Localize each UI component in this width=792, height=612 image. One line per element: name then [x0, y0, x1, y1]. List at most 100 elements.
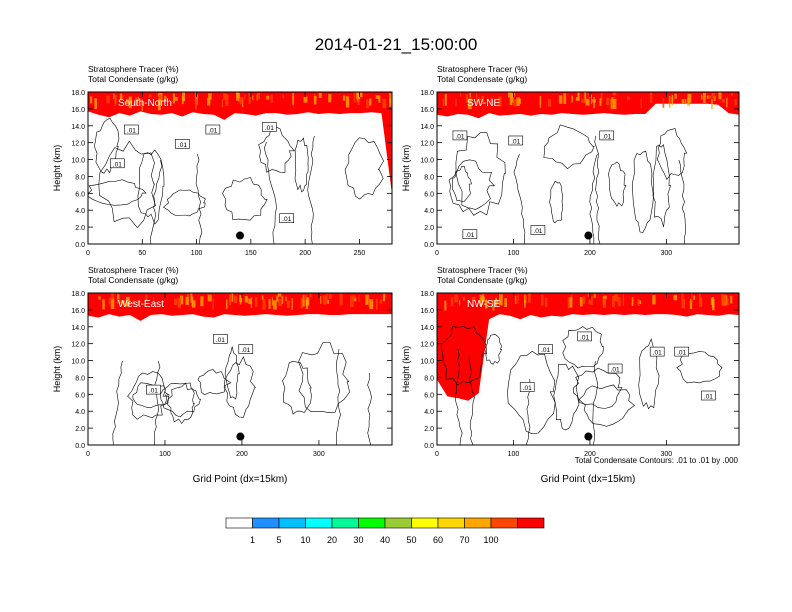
condensate-contour	[562, 326, 604, 369]
tracer-streak	[481, 294, 485, 299]
tracer-streak	[300, 297, 304, 309]
condensate-contour	[549, 181, 563, 224]
tracer-streak	[467, 98, 472, 110]
tracer-streak	[266, 95, 270, 100]
tracer-streak	[223, 93, 227, 101]
tracer-streak	[681, 99, 685, 104]
tracer-streak	[148, 94, 152, 98]
condensate-contour	[578, 384, 636, 427]
contour-label-box	[110, 158, 125, 169]
contour-label-box	[175, 139, 190, 149]
y-tick-label: 6.0	[424, 191, 434, 198]
y-tick-label: 14.0	[71, 325, 85, 332]
tracer-streak	[718, 92, 722, 100]
tracer-streak	[239, 97, 244, 105]
contour-label-box	[238, 344, 254, 354]
tracer-streak	[375, 298, 378, 310]
tracer-streak	[662, 98, 665, 108]
tracer-streak	[177, 297, 181, 309]
tracer-streak	[173, 298, 178, 305]
tracer-streak	[144, 294, 148, 302]
tracer-streak	[516, 97, 520, 107]
tracer-streak	[108, 297, 111, 305]
y-tick-label: 12.0	[420, 342, 434, 349]
y-tick-label: 18.0	[71, 90, 85, 97]
tracer-streak	[359, 92, 363, 98]
tracer-streak	[137, 299, 140, 306]
condensate-column	[592, 360, 599, 445]
tracer-streak	[366, 99, 369, 109]
condensate-contour	[652, 144, 672, 228]
colorbar-swatch	[278, 517, 306, 529]
panel-title-line2: Total Condensate (g/kg)	[88, 275, 178, 285]
tracer-streak	[631, 297, 634, 307]
condensate-column	[336, 348, 341, 445]
panel-label: South-North	[118, 98, 172, 109]
condensate-contour	[553, 363, 580, 431]
y-tick-label: 0.0	[75, 242, 85, 249]
contour-note: Total Condensate Contours: .01 to .01 by…	[575, 456, 739, 465]
tracer-streak	[119, 300, 123, 304]
contour-label: .01	[580, 334, 589, 341]
tracer-streak	[328, 294, 333, 299]
colorbar-label: 40	[380, 535, 390, 545]
tracer-streak	[585, 98, 590, 106]
tracer-streak	[563, 93, 567, 104]
condensate-contour	[127, 371, 170, 420]
condensate-contour	[676, 351, 723, 384]
tracer-streak	[117, 294, 120, 302]
tracer-streak	[734, 99, 737, 106]
contour-label: .01	[149, 388, 158, 395]
tracer-streak	[519, 98, 521, 104]
contour-label: .01	[465, 232, 474, 239]
tracer-streak	[590, 94, 593, 104]
tracer-streak	[106, 95, 110, 104]
tracer-streak	[513, 99, 516, 107]
colorbar-label: 100	[483, 535, 498, 545]
tracer-streak	[541, 294, 544, 306]
contour-label-box	[279, 213, 294, 223]
tracer-streak	[600, 93, 603, 101]
tracer-streak	[225, 299, 228, 309]
figure-title: 2014-01-21_15:00:00	[315, 35, 478, 54]
location-marker	[584, 231, 593, 240]
tracer-streak	[528, 293, 531, 303]
x-tick-label: 200	[584, 250, 596, 257]
tracer-streak	[192, 300, 196, 308]
tracer-streak	[710, 297, 713, 306]
y-tick-label: 18.0	[420, 291, 434, 298]
condensate-column	[150, 159, 163, 244]
colorbar-label: 70	[459, 535, 469, 545]
tracer-streak	[282, 94, 285, 99]
tracer-streak	[195, 93, 198, 105]
y-tick-label: 16.0	[71, 308, 85, 315]
tracer-streak	[272, 300, 277, 310]
y-tick-label: 14.0	[420, 124, 434, 131]
contour-label-box	[262, 122, 277, 132]
x-axis-label: Grid Point (dx=15km)	[193, 474, 288, 485]
plot-background	[437, 92, 739, 244]
tracer-streak	[208, 93, 212, 100]
tracer-streak	[693, 295, 696, 300]
tracer-streak	[721, 293, 723, 306]
panel-west-east: .01 .01 .01 West-East Stratosphere Tracer (%…	[52, 265, 393, 485]
tracer-streak	[589, 300, 593, 305]
tracer-streak	[700, 94, 703, 100]
tracer-streak	[612, 92, 617, 96]
contour-label-box	[674, 346, 689, 357]
panel-title-line1: Stratosphere Tracer (%)	[437, 64, 528, 74]
y-tick-label: 8.0	[75, 174, 85, 181]
condensate-contour	[484, 334, 503, 365]
tracer-streak	[110, 293, 115, 300]
x-tick-label: 50	[138, 250, 146, 257]
tracer-streak	[496, 299, 499, 305]
tracer-streak	[248, 92, 251, 105]
y-tick-label: 8.0	[75, 375, 85, 382]
condensate-contour	[455, 132, 506, 216]
tracer-streak	[509, 97, 513, 106]
tracer-streak	[450, 297, 454, 307]
x-tick-label: 200	[236, 451, 248, 458]
tracer-streak	[684, 99, 687, 104]
tracer-streak	[649, 92, 653, 103]
y-tick-label: 10.0	[71, 158, 85, 165]
